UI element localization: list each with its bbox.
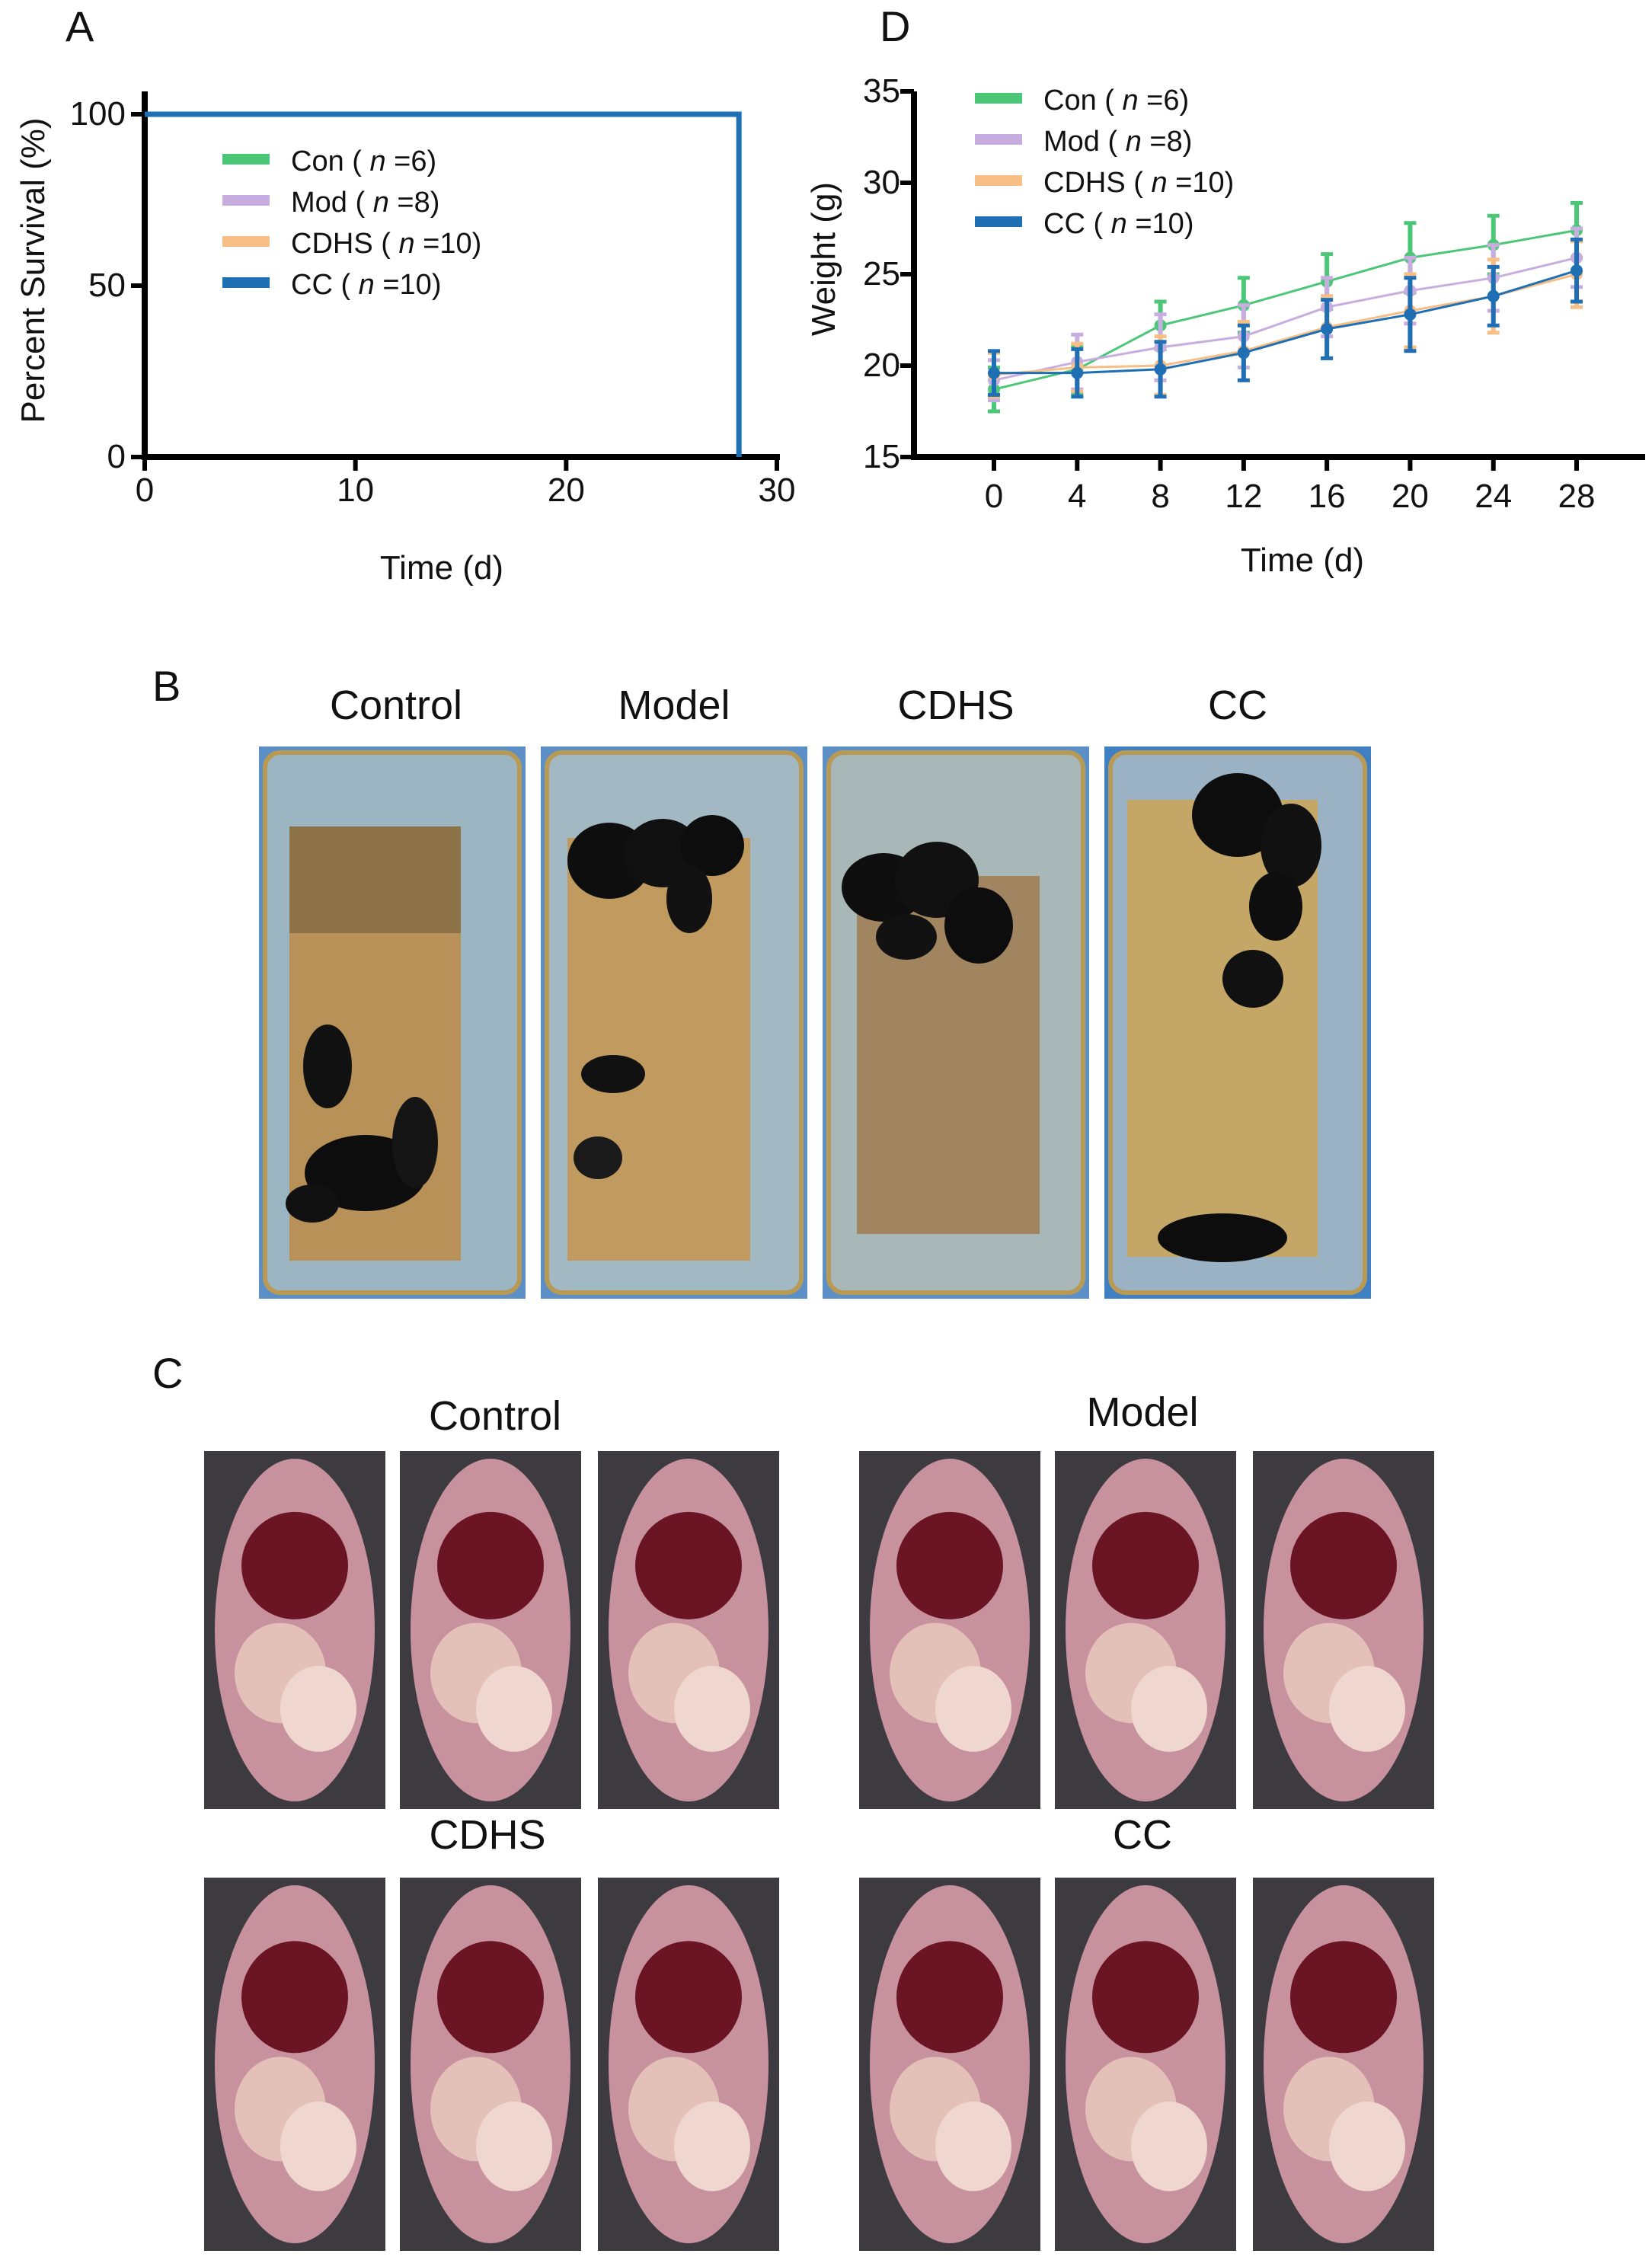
weight-y-tick-label-1: 20 bbox=[863, 347, 900, 384]
panel-c-title-control: Control bbox=[428, 1393, 562, 1439]
panel-c-title-model: Model bbox=[1086, 1389, 1199, 1435]
weight-legend-swatch-2 bbox=[975, 175, 1022, 186]
cage-photo-model bbox=[541, 746, 807, 1299]
panel-c-title-cdhs: CDHS bbox=[429, 1812, 546, 1858]
panel-b-title-model: Model bbox=[618, 682, 730, 728]
weight-y-tick-label-2: 25 bbox=[863, 255, 900, 292]
survival-x-tick-label-1: 10 bbox=[337, 471, 374, 509]
weight-series-line-1 bbox=[993, 256, 1577, 382]
cage-photo-cc bbox=[1104, 746, 1371, 1299]
weight-point-3-4 bbox=[1321, 323, 1334, 335]
dissection-photo-model-3 bbox=[1253, 1451, 1434, 1809]
weight-series-line-3 bbox=[994, 269, 1577, 375]
survival-legend-swatch-1 bbox=[222, 195, 270, 206]
dissection-photo-control-1 bbox=[204, 1451, 385, 1809]
dissection-photo-cc-1 bbox=[859, 1878, 1040, 2251]
survival-x-axis-label: Time (d) bbox=[380, 549, 503, 587]
dissection-photo-cc-3 bbox=[1253, 1878, 1434, 2251]
weight-legend-label-2: CDHS ( n =10) bbox=[1043, 167, 1234, 199]
weight-point-3-3 bbox=[1237, 347, 1250, 360]
weight-point-3-5 bbox=[1404, 308, 1417, 321]
weight-x-tick-label-4: 16 bbox=[1308, 478, 1346, 515]
dissection-photo-model-2 bbox=[1055, 1451, 1236, 1809]
weight-point-3-0 bbox=[988, 366, 1000, 379]
survival-line bbox=[145, 111, 742, 457]
dissection-photo-cdhs-1 bbox=[204, 1878, 385, 2251]
weight-x-tick-label-6: 24 bbox=[1475, 478, 1512, 515]
survival-legend-swatch-0 bbox=[222, 154, 270, 165]
panel-c-title-cc: CC bbox=[1113, 1812, 1172, 1858]
survival-legend-label-0: Con ( n =6) bbox=[291, 145, 436, 177]
dissection-photo-cdhs-3 bbox=[598, 1878, 779, 2251]
survival-legend-label-3: CC ( n =10) bbox=[291, 269, 441, 301]
survival-x-tick-label-2: 20 bbox=[548, 471, 585, 509]
weight-legend-label-0: Con ( n =6) bbox=[1043, 85, 1189, 117]
panel-b-title-control: Control bbox=[329, 682, 463, 728]
weight-x-tick-label-3: 12 bbox=[1225, 478, 1262, 515]
survival-legend-swatch-2 bbox=[222, 236, 270, 247]
weight-x-tick-label-2: 8 bbox=[1151, 478, 1169, 515]
weight-x-tick-label-1: 4 bbox=[1068, 478, 1086, 515]
survival-y-tick-label-2: 100 bbox=[70, 95, 126, 133]
dissection-photo-control-3 bbox=[598, 1451, 779, 1809]
panel-b-title-cdhs: CDHS bbox=[897, 682, 1015, 728]
weight-legend-label-1: Mod ( n =8) bbox=[1043, 126, 1192, 158]
panel-letter-d: D bbox=[880, 2, 911, 50]
weight-legend-swatch-0 bbox=[975, 93, 1022, 104]
weight-y-tick-label-4: 35 bbox=[863, 72, 900, 110]
survival-legend-label-1: Mod ( n =8) bbox=[291, 187, 439, 219]
panel-letter-a: A bbox=[66, 2, 94, 50]
weight-series-line-0 bbox=[993, 229, 1577, 391]
weight-point-3-1 bbox=[1071, 366, 1084, 379]
cage-photo-control bbox=[259, 746, 526, 1299]
survival-x-tick-label-3: 30 bbox=[759, 471, 796, 509]
weight-point-3-2 bbox=[1154, 363, 1167, 376]
survival-chart: 0 50 100 0 10 20 30 Time (d) Percent Survival (%… bbox=[14, 91, 796, 587]
panel-letter-c: C bbox=[152, 1349, 184, 1397]
weight-y-tick-label-0: 15 bbox=[863, 438, 900, 475]
weight-y-tick-label-3: 30 bbox=[863, 164, 900, 201]
survival-y-tick-label-0: 0 bbox=[107, 438, 126, 475]
panel-b-title-cc: CC bbox=[1208, 682, 1267, 728]
survival-y-tick-label-1: 50 bbox=[88, 267, 126, 304]
survival-legend-label-2: CDHS ( n =10) bbox=[291, 228, 481, 260]
dissection-photo-model-1 bbox=[859, 1451, 1040, 1809]
weight-point-3-7 bbox=[1571, 264, 1583, 277]
weight-legend-swatch-1 bbox=[975, 134, 1022, 145]
survival-legend-swatch-3 bbox=[222, 277, 270, 288]
dissection-photo-cdhs-2 bbox=[400, 1878, 581, 2251]
dissection-photo-control-2 bbox=[400, 1451, 581, 1809]
panel-letter-b: B bbox=[152, 662, 181, 710]
dissection-photo-cc-2 bbox=[1055, 1878, 1236, 2251]
weight-chart: 15 20 25 30 35 0 4 8 12 16 20 24 28 Time (d) Weight (g… bbox=[805, 72, 1645, 579]
weight-y-axis-label: Weight (g) bbox=[805, 182, 842, 336]
weight-point-3-6 bbox=[1487, 289, 1500, 302]
survival-y-axis-label: Percent Survival (%) bbox=[14, 117, 52, 423]
cage-photo-cdhs bbox=[823, 746, 1089, 1299]
weight-x-axis-label: Time (d) bbox=[1241, 542, 1364, 579]
survival-x-tick-label-0: 0 bbox=[136, 471, 154, 509]
weight-x-tick-label-0: 0 bbox=[985, 478, 1003, 515]
weight-x-tick-label-5: 20 bbox=[1392, 478, 1429, 515]
weight-x-tick-label-7: 28 bbox=[1558, 478, 1596, 515]
weight-legend-swatch-3 bbox=[975, 216, 1022, 227]
weight-legend-label-3: CC ( n =10) bbox=[1043, 208, 1193, 240]
